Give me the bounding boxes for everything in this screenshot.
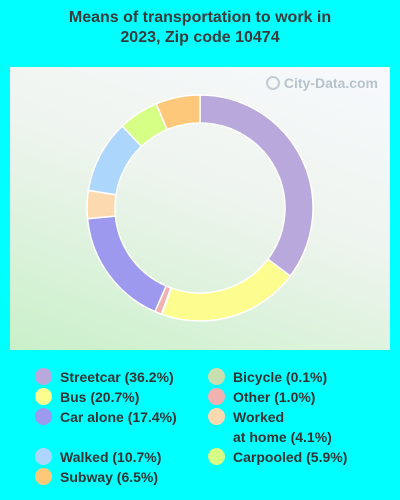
legend-label-walked: Walked (10.7%) bbox=[60, 449, 162, 465]
legend-item-bus: Bus (20.7%) bbox=[35, 387, 139, 407]
chart-title-line-2: 2023, Zip code 10474 bbox=[120, 29, 280, 46]
legend-item-bicycle: Bicycle (0.1%) bbox=[208, 367, 327, 387]
legend-swatch-subway bbox=[35, 468, 52, 485]
legend-label-bicycle: Bicycle (0.1%) bbox=[233, 369, 328, 385]
legend: Streetcar (36.2%) Bicycle (0.1%) Bus (20.7… bbox=[0, 360, 400, 500]
legend-label-car-alone: Car alone (17.4%) bbox=[60, 409, 177, 425]
legend-label-line: at home (4.1%) bbox=[233, 429, 332, 445]
chart-title-line-1: Means of transportation to work in bbox=[68, 9, 332, 26]
donut-slice-subway bbox=[155, 94, 201, 131]
legend-label-worked-at-home: Worked at home (4.1%) bbox=[233, 407, 332, 447]
legend-swatch-carpooled bbox=[208, 448, 225, 465]
legend-item-carpooled: Carpooled (5.9%) bbox=[208, 447, 347, 467]
watermark-text: City-Data.com bbox=[283, 75, 378, 91]
legend-item-streetcar: Streetcar (36.2%) bbox=[35, 367, 174, 387]
legend-swatch-car-alone bbox=[35, 408, 52, 425]
legend-swatch-walked bbox=[35, 448, 52, 465]
chart-area: City-Data.com bbox=[10, 67, 390, 350]
legend-label-other: Other (1.0%) bbox=[233, 389, 316, 405]
donut-slice-bus bbox=[161, 258, 292, 322]
legend-swatch-other bbox=[208, 388, 225, 405]
watermark: City-Data.com bbox=[265, 75, 378, 91]
legend-item-worked-at-home: Worked at home (4.1%) bbox=[208, 407, 332, 447]
legend-item-car-alone: Car alone (17.4%) bbox=[35, 407, 177, 427]
legend-item-walked: Walked (10.7%) bbox=[35, 447, 161, 467]
city-data-logo-icon bbox=[265, 76, 280, 90]
legend-swatch-worked-at-home bbox=[208, 408, 225, 425]
donut-slice-streetcar bbox=[199, 94, 314, 278]
donut-chart bbox=[86, 94, 314, 322]
legend-label-streetcar: Streetcar (36.2%) bbox=[60, 369, 174, 385]
legend-swatch-bicycle bbox=[208, 368, 225, 385]
legend-label-subway: Subway (6.5%) bbox=[60, 469, 159, 485]
donut-slice-car-alone bbox=[86, 215, 168, 313]
chart-title: Means of transportation to work in 2023,… bbox=[0, 8, 400, 48]
legend-item-other: Other (1.0%) bbox=[208, 387, 315, 407]
legend-item-subway: Subway (6.5%) bbox=[35, 467, 158, 487]
legend-label-bus: Bus (20.7%) bbox=[60, 389, 140, 405]
legend-swatch-bus bbox=[35, 388, 52, 405]
legend-label-line: Worked bbox=[233, 409, 285, 425]
legend-swatch-streetcar bbox=[35, 368, 52, 385]
legend-label-carpooled: Carpooled (5.9%) bbox=[233, 449, 348, 465]
